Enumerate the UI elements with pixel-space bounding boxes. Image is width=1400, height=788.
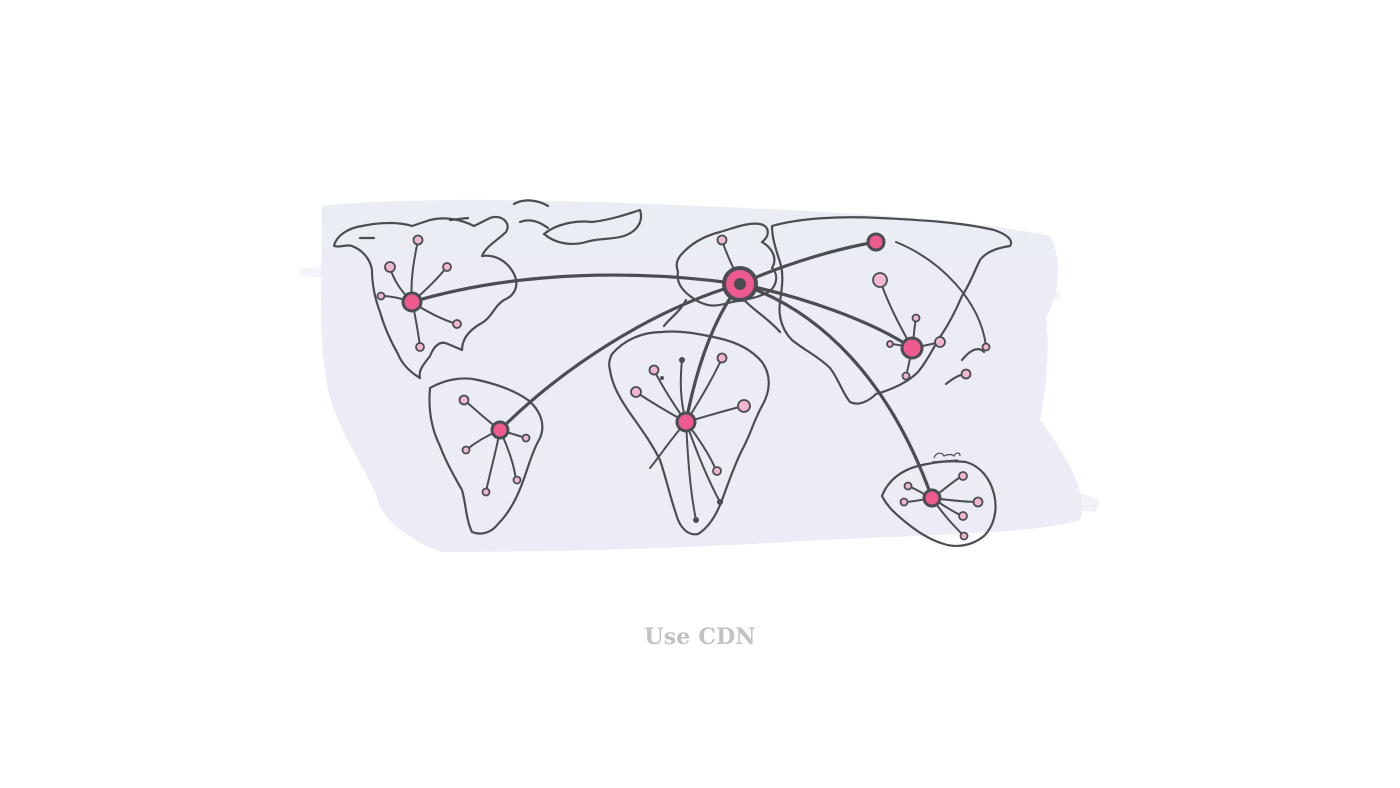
cdn-hubs <box>401 232 942 508</box>
cdn-hub-icon <box>401 291 423 313</box>
cdn-edge-node-icon <box>872 272 888 288</box>
cdn-edge-node-icon <box>458 394 470 406</box>
cdn-edge-node-icon <box>903 481 913 491</box>
cdn-edge-node-icon <box>958 511 968 521</box>
endpoint-dot <box>679 357 685 363</box>
cdn-hub-icon <box>922 488 942 508</box>
cdn-edge-nodes <box>376 234 991 541</box>
cdn-edge-node-icon <box>899 497 909 507</box>
cdn-edge-node-icon <box>452 319 462 329</box>
cdn-edge-node-icon <box>384 261 396 273</box>
illustration-caption: Use CDN <box>644 624 756 650</box>
artist-signature <box>931 452 961 463</box>
cdn-hub-icon <box>866 232 886 252</box>
cdn-edge-node-icon <box>958 471 968 481</box>
endpoint-dot <box>660 376 664 380</box>
map-wash-background <box>300 199 1100 552</box>
cdn-edge-node-icon <box>512 475 522 485</box>
cdn-hub-icon <box>490 420 510 440</box>
cdn-edge-node-icon <box>901 371 911 381</box>
endpoint-dot <box>693 517 699 523</box>
cdn-edge-node-icon <box>630 386 642 398</box>
cdn-edge-node-icon <box>648 364 660 376</box>
cdn-edge-node-icon <box>959 531 969 541</box>
cdn-edge-node-icon <box>737 399 751 413</box>
cdn-edge-node-icon <box>412 234 424 246</box>
cdn-edge-node-icon <box>972 496 984 508</box>
cdn-edge-node-icon <box>886 340 894 348</box>
cdn-endpoints <box>660 357 723 523</box>
cdn-edge-node-icon <box>981 342 991 352</box>
cdn-edge-node-icon <box>481 487 491 497</box>
cdn-edge-node-icon <box>716 234 728 246</box>
cdn-origin-server-icon <box>722 266 758 302</box>
endpoint-dot <box>717 499 723 505</box>
cdn-edge-node-icon <box>376 291 386 301</box>
cdn-edge-node-icon <box>712 466 722 476</box>
cdn-hub-icon <box>675 411 697 433</box>
cdn-edge-node-icon <box>521 433 531 443</box>
cdn-edge-node-icon <box>442 262 452 272</box>
cdn-edge-node-icon <box>911 313 921 323</box>
cdn-edge-node-icon <box>934 336 946 348</box>
cdn-edge-node-icon <box>716 352 728 364</box>
cdn-routes <box>410 240 934 500</box>
cdn-edge-node-icon <box>461 445 471 455</box>
cdn-edge-node-icon <box>960 368 972 380</box>
cdn-hub-icon <box>900 336 924 360</box>
cdn-edge-node-icon <box>415 342 425 352</box>
